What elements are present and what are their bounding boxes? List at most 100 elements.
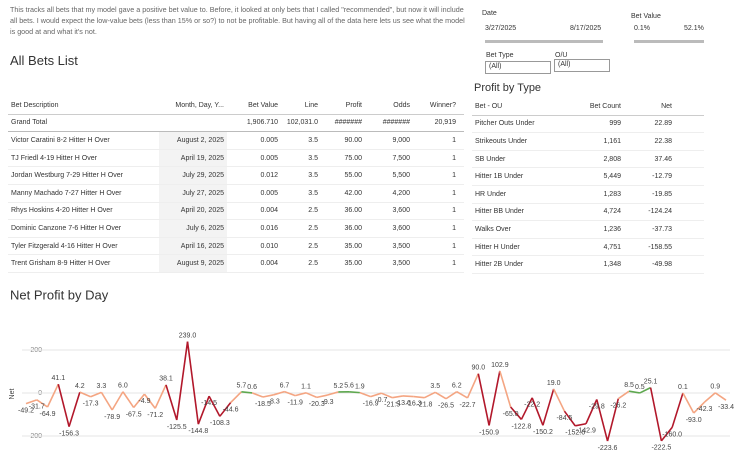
line-segment [639, 386, 651, 394]
table-cell: -0.052 [675, 273, 704, 278]
table-cell: 2,808 [558, 150, 624, 169]
data-label: 38.1 [159, 376, 173, 383]
data-label: -14.5 [201, 400, 217, 407]
data-label: -67.5 [126, 411, 142, 418]
table-cell: 0.016 [227, 219, 281, 238]
line-segment [575, 422, 587, 427]
table-cell: Grand Total [8, 114, 159, 133]
table-cell: 0.004 [227, 254, 281, 273]
data-label: 6.0 [118, 383, 128, 390]
table-cell: 1,161 [558, 132, 624, 151]
table-cell: 42.00 [459, 184, 464, 203]
filter-value: 3/27/2025 [485, 25, 517, 32]
line-segment [57, 384, 70, 427]
data-label: -26.2 [610, 403, 626, 410]
table-cell: 1,283 [558, 185, 624, 204]
data-label: -152.6 [565, 430, 585, 437]
dropdown[interactable]: (All) [485, 61, 551, 74]
line-segment [230, 391, 242, 404]
table-cell: 0.012 [227, 166, 281, 185]
line-segment [359, 391, 371, 398]
date-slider[interactable] [485, 40, 603, 43]
table-row: Dominic Canzone 7-6 Hitter H Over July 6,… [8, 219, 464, 238]
line-segment [595, 399, 609, 442]
table-cell: 1 [413, 202, 459, 221]
table-cell: Strikeouts Under [472, 132, 558, 151]
line-segment [295, 392, 307, 397]
line-segment [241, 391, 253, 394]
line-segment [649, 387, 663, 442]
table-cell: 36.00 [321, 219, 365, 238]
table-cell: -0.031 [675, 220, 704, 239]
table-cell: ####### [365, 114, 413, 133]
line-segment [552, 388, 566, 412]
table-cell: -0.033 [675, 238, 704, 257]
table-cell: 3.5 [281, 149, 321, 168]
table-row: Rhys Hoskins 4-20 Hitter H Over April 20,… [8, 202, 464, 221]
table-cell: 22.38 [624, 132, 675, 151]
column-header: Winner? [413, 97, 459, 115]
data-label: 0.9 [710, 384, 720, 391]
line-segment [693, 401, 706, 414]
data-label: -150.9 [479, 429, 499, 436]
table-cell: 3.5 [281, 131, 321, 150]
table-cell: -0.026 [675, 203, 704, 222]
table-cell: 0.023 [675, 115, 704, 134]
table-cell: 90.00 [459, 131, 464, 150]
data-label: 6.7 [280, 382, 290, 389]
data-label: -16.3 [406, 400, 422, 407]
table-cell: 0.019 [675, 132, 704, 151]
bets-table: Bet Description Month, Day, Y... Bet Value… [8, 97, 464, 273]
data-label: -84.5 [556, 415, 572, 422]
data-label: -223.6 [598, 445, 618, 452]
line-segment [660, 426, 673, 442]
value-slider[interactable] [634, 40, 704, 43]
table-cell: 35.00 [459, 237, 464, 256]
line-segment [251, 392, 264, 398]
line-segment [628, 390, 640, 394]
table-cell: 3,600 [365, 202, 413, 221]
table-cell: Hitter BB Under [472, 203, 558, 222]
table-cell: 7,500 [365, 149, 413, 168]
table-cell: 3,500 [365, 272, 413, 273]
data-label: -26.5 [438, 403, 454, 410]
line-segment [617, 390, 630, 400]
data-label: -31.7 [29, 404, 45, 411]
data-label: -78.9 [104, 414, 120, 421]
data-label: 6.2 [452, 383, 462, 390]
column-header: Bet Count [558, 98, 624, 116]
data-label: 102.9 [491, 362, 509, 369]
filter-value: 0.1% [634, 25, 650, 32]
table-cell: Tyler Fitzgerald 4-16 Hitter H Over [8, 237, 159, 256]
data-label: 90.0 [471, 365, 485, 372]
table-cell: 35.00 [321, 237, 365, 256]
column-header: Odds [365, 97, 413, 115]
data-label: -108.3 [210, 420, 230, 427]
table-cell: 0.005 [227, 184, 281, 203]
table-row: Victor Caratini 8-2 Hitter H Over August … [8, 131, 464, 150]
table-title: All Bets List [10, 53, 78, 68]
line-segment [46, 383, 60, 408]
column-header: Month, Day, Y... [159, 97, 227, 115]
data-label: -11.9 [288, 399, 304, 406]
table-row: Walks Under607-31.75-0.052 [472, 273, 704, 278]
table-cell: 607 [558, 273, 624, 278]
column-header: Bet Description [8, 97, 159, 115]
line-segment [424, 391, 436, 399]
header-row: Bet Description Month, Day, Y... Bet Value… [8, 97, 464, 115]
table-cell: 3,500 [365, 237, 413, 256]
filter-value: 8/17/2025 [570, 25, 602, 32]
line-segment [520, 397, 533, 420]
data-label: 3.3 [97, 383, 107, 390]
chart-title: Net Profit by Day [10, 287, 109, 302]
table-cell: Rhys Hoskins 4-20 Hitter H Over [8, 202, 159, 221]
line-segment [510, 406, 522, 420]
table-cell: 4,724 [558, 203, 624, 222]
dropdown[interactable]: (All) [554, 59, 610, 72]
table-cell: 75.00 [321, 149, 365, 168]
data-label: -20.3 [309, 401, 325, 408]
